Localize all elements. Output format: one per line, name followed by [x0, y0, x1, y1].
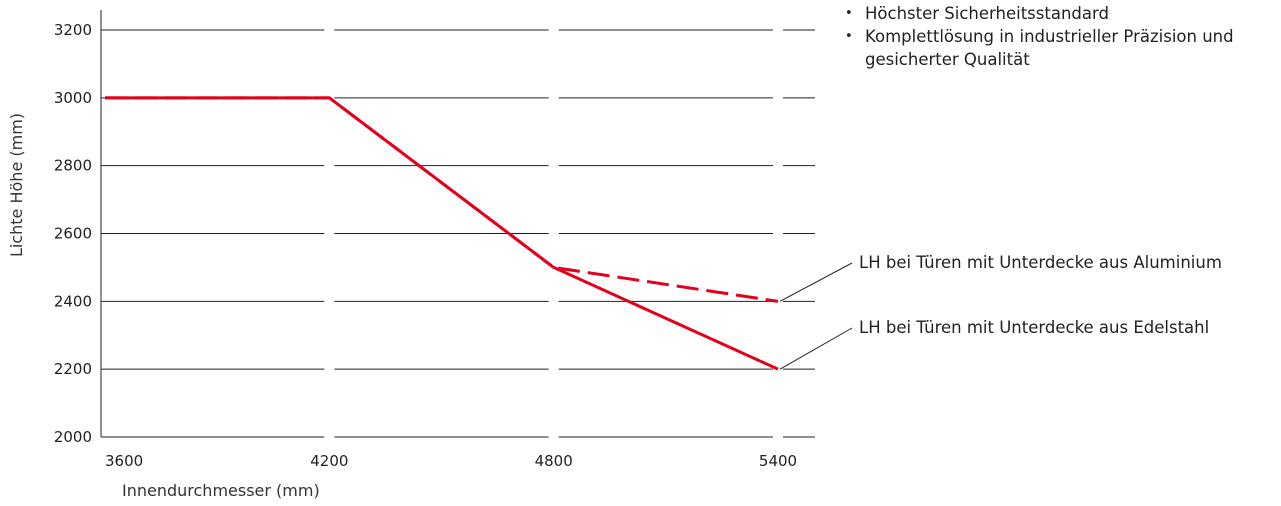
- x-tick-label: 4200: [310, 452, 348, 470]
- x-axis-title: Innendurchmesser (mm): [122, 481, 320, 500]
- feature-list: Höchster Sicherheitsstandard Komplettlös…: [845, 2, 1281, 71]
- y-tick-label: 2600: [54, 225, 92, 243]
- feature-item: Höchster Sicherheitsstandard: [845, 2, 1281, 25]
- y-tick-label: 2400: [54, 292, 92, 310]
- y-tick-label: 2200: [54, 360, 92, 378]
- y-tick-label: 3000: [54, 89, 92, 107]
- y-axis-title: Lichte Höhe (mm): [7, 113, 26, 257]
- series-annotation-label: LH bei Türen mit Unterdecke aus Aluminiu…: [859, 253, 1222, 272]
- annotation-leader-line: [779, 262, 853, 302]
- series-lines: [105, 96, 779, 371]
- gridlines: [101, 29, 815, 438]
- series-line: [105, 96, 779, 303]
- y-tick-labels: 2000 2200 2400 2600 2800 3000 3200: [54, 21, 92, 446]
- y-tick-label: 2000: [54, 428, 92, 446]
- x-tick-label: 3600: [105, 452, 143, 470]
- series-annotation-label: LH bei Türen mit Unterdecke aus Edelstah…: [859, 318, 1209, 337]
- x-tick-label: 4800: [535, 452, 573, 470]
- annotation-leader-line: [779, 327, 853, 370]
- x-tick-label: 5400: [759, 452, 797, 470]
- x-tick-labels: 3600 4200 4800 5400: [105, 452, 797, 470]
- y-tick-label: 3200: [54, 21, 92, 39]
- feature-item: Komplettlösung in industrieller Präzisio…: [845, 25, 1281, 71]
- y-tick-label: 2800: [54, 157, 92, 175]
- series-annotations: LH bei Türen mit Unterdecke aus Aluminiu…: [779, 253, 1222, 370]
- series-line: [105, 96, 779, 371]
